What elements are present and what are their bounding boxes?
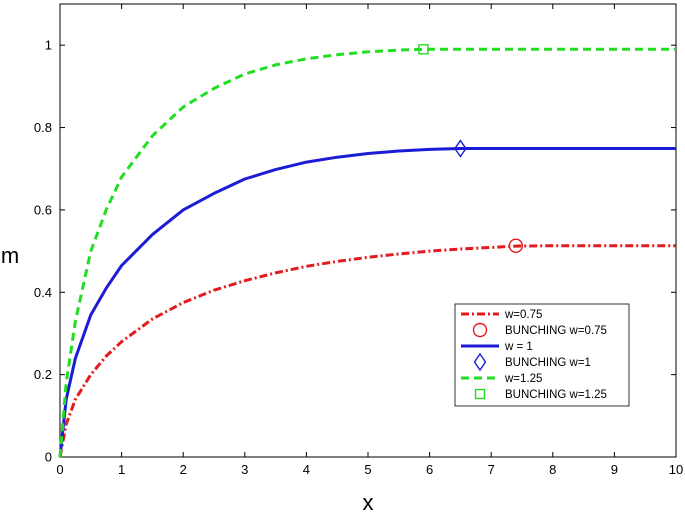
marker-layer [418, 44, 524, 253]
x-tick-label: 10 [669, 462, 683, 477]
x-tick-label: 4 [303, 462, 310, 477]
x-tick-label: 1 [118, 462, 125, 477]
series-line-1 [58, 244, 676, 458]
series-line-2 [58, 147, 676, 458]
legend-label: BUNCHING w=1 [505, 357, 591, 369]
legend-label: w = 1 [504, 341, 533, 353]
legend-label: BUNCHING w=0.75 [505, 325, 607, 337]
series-line-3 [58, 47, 676, 458]
y-tick-label: 0.6 [34, 202, 52, 217]
y-tick-label: 0.8 [34, 120, 52, 135]
x-tick-label: 3 [241, 462, 248, 477]
y-tick-label: 0.2 [34, 367, 52, 382]
x-tick-label: 7 [488, 462, 495, 477]
axis-ticks: 0 1 2 3 4 5 6 7 8 9 10 0 0.2 0.4 0.6 0.8 1 [34, 4, 683, 477]
x-tick-label: 9 [611, 462, 618, 477]
series-layer [58, 47, 676, 458]
x-tick-label: 6 [426, 462, 433, 477]
legend-label: w=0.75 [504, 309, 542, 321]
x-axis-title: x [363, 490, 374, 514]
legend: w=0.75 BUNCHING w=0.75 w = 1 BUNCHING w=1 w=… [454, 303, 630, 407]
y-tick-label: 0 [45, 450, 52, 465]
legend-label: w=1.25 [504, 373, 542, 385]
legend-marker-4 [473, 352, 487, 372]
legend-marker-2 [472, 322, 488, 338]
y-tick-label: 0.4 [34, 285, 52, 300]
legend-label: BUNCHING w=1.25 [505, 389, 607, 401]
bunching-marker-3 [418, 44, 429, 55]
x-tick-label: 0 [56, 462, 63, 477]
y-axis-title: m [1, 243, 19, 268]
y-tick-label: 1 [45, 38, 52, 53]
legend-marker-6 [474, 388, 486, 400]
bunching-marker-1 [508, 238, 524, 253]
x-tick-label: 2 [180, 462, 187, 477]
x-tick-label: 5 [364, 462, 371, 477]
x-tick-label: 8 [549, 462, 556, 477]
bunching-marker-2 [454, 139, 467, 158]
